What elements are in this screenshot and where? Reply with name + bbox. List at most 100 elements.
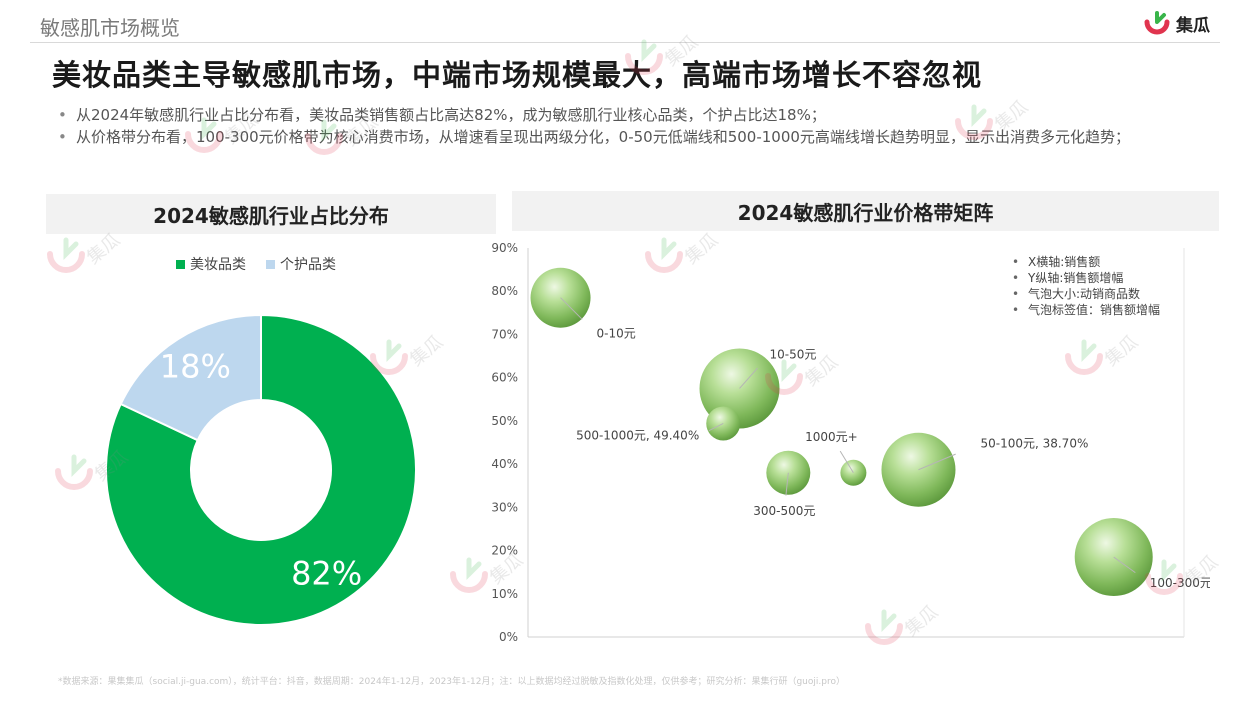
bubble-circle [766, 450, 811, 495]
y-tick-label: 80% [491, 284, 518, 298]
svg-text:集瓜: 集瓜 [1181, 551, 1220, 590]
page-header-title: 敏感肌市场概览 [40, 16, 180, 40]
donut-chart-title: 2024敏感肌行业占比分布 [46, 194, 496, 234]
watermark-logo: 集瓜 [950, 95, 1032, 159]
donut-data-label: 18% [160, 348, 231, 386]
watermark-icon: 集瓜 [55, 446, 132, 490]
legend-swatch [266, 260, 275, 269]
watermark-icon: 集瓜 [47, 229, 124, 273]
watermark-logo: 集瓜 [1140, 550, 1222, 614]
watermark-logo: 集瓜 [860, 600, 942, 664]
svg-text:集瓜: 集瓜 [91, 446, 130, 485]
bubble-point: 500-1000元, 49.40% [576, 406, 741, 442]
note-item: 气泡大小:动销商品数 [1028, 286, 1140, 301]
watermark-logo: 集瓜 [445, 548, 527, 612]
donut-legend: 美妆品类 个护品类 [176, 257, 336, 273]
leader-line [1113, 556, 1136, 574]
bullet-item: 从价格带分布看，100-300元价格带为核心消费市场，从增速看呈现出两级分化，0… [58, 126, 1198, 148]
bubble-label: 10-50元 [770, 347, 817, 361]
svg-text:集瓜: 集瓜 [681, 229, 720, 268]
watermark-icon: 集瓜 [865, 601, 942, 645]
svg-text:集瓜: 集瓜 [341, 111, 380, 150]
donut-slice [119, 313, 262, 442]
bubble-label: 50-100元, 38.70% [980, 437, 1088, 451]
bubble-points: 0-10元 10-50元 500-1000元, 49.40% 1000元+ 50-100… [530, 267, 1210, 597]
bullet-item: 从2024年敏感肌行业占比分布看，美妆品类销售额占比高达82%，成为敏感肌行业核… [58, 104, 1198, 126]
leader-line [739, 367, 758, 389]
bubble-label: 0-10元 [597, 327, 636, 341]
donut-data-label: 82% [291, 554, 362, 592]
bubble-point: 300-500元 [753, 450, 815, 518]
leader-line [708, 423, 724, 432]
note-bullet: • [1012, 255, 1019, 269]
watermark-icon: 集瓜 [1065, 331, 1142, 375]
note-item: 气泡标签值：销售额增幅 [1028, 302, 1160, 317]
leader-line [918, 453, 956, 471]
donut-labels: 82% 18% [160, 348, 362, 593]
watermark-icon: 集瓜 [645, 229, 722, 273]
bubble-label: 1000元+ [805, 430, 858, 444]
donut-chart: 美妆品类 个护品类 82% 18% [105, 257, 417, 626]
bubble-chart-title: 2024敏感肌行业价格带矩阵 [512, 191, 1219, 231]
y-tick-label: 20% [491, 544, 518, 558]
y-tick-label: 0% [499, 630, 518, 644]
watermark-logo: 集瓜 [50, 445, 132, 509]
watermark-logo: 集瓜 [760, 350, 842, 414]
page-headline: 美妆品类主导敏感肌市场，中端市场规模最大，高端市场增长不容忽视 [52, 58, 983, 92]
svg-text:集瓜: 集瓜 [991, 96, 1030, 135]
bubble-label: 500-1000元, 49.40% [576, 428, 699, 442]
svg-text:集瓜: 集瓜 [406, 331, 445, 370]
bubble-circle [840, 459, 867, 486]
watermark-logo: 集瓜 [620, 30, 702, 94]
watermark-icon: 集瓜 [955, 96, 1032, 140]
watermark-logo: 集瓜 [640, 228, 722, 292]
bubble-label: 100-300元 [1150, 576, 1210, 590]
donut-slices [105, 313, 417, 626]
jigua-logo-icon [1144, 11, 1170, 35]
y-tick-label: 30% [491, 500, 518, 514]
watermark-icon: 集瓜 [625, 31, 702, 75]
bubble-chart: 0% 10% 20% 30% 40% 50% 60% 70% 80% 90% 0-10元 10-50… [491, 241, 1210, 644]
y-tick-label: 70% [491, 327, 518, 341]
svg-text:集瓜: 集瓜 [486, 549, 525, 588]
bubble-point: 50-100元, 38.70% [881, 432, 1088, 507]
legend-label: 个护品类 [280, 257, 336, 273]
summary-bullets: 从2024年敏感肌行业占比分布看，美妆品类销售额占比高达82%，成为敏感肌行业核… [58, 104, 1198, 148]
note-bullet: • [1012, 303, 1019, 317]
watermark-logo: 集瓜 [365, 330, 447, 394]
data-source-note: *数据来源：果集集瓜（social.ji-gua.com），统计平台：抖音，数据… [58, 677, 845, 687]
watermark-icon: 集瓜 [305, 111, 382, 155]
watermark-icon: 集瓜 [185, 109, 262, 153]
bubble-axes: 0% 10% 20% 30% 40% 50% 60% 70% 80% 90% [491, 241, 1185, 644]
svg-text:集瓜: 集瓜 [83, 229, 122, 268]
leader-line [785, 472, 789, 496]
watermark-logo: 集瓜 [180, 108, 262, 172]
y-tick-label: 90% [491, 241, 518, 255]
note-item: X横轴:销售额 [1028, 254, 1100, 269]
bubble-point: 1000元+ [805, 430, 867, 486]
legend-label: 美妆品类 [190, 257, 246, 273]
bubble-point: 100-300元 [1074, 518, 1210, 597]
note-bullet: • [1012, 271, 1019, 285]
header-divider [30, 42, 1220, 43]
svg-text:集瓜: 集瓜 [661, 31, 700, 70]
logo-text: 集瓜 [1176, 15, 1210, 36]
donut-slice [105, 313, 417, 626]
bubble-point: 0-10元 [530, 267, 636, 341]
note-bullet: • [1012, 287, 1019, 301]
watermark-logo: 集瓜 [1060, 330, 1142, 394]
svg-text:集瓜: 集瓜 [801, 351, 840, 390]
brand-logo: 集瓜 [1144, 10, 1210, 36]
svg-text:集瓜: 集瓜 [221, 109, 260, 148]
leader-line [839, 450, 854, 474]
legend-swatch [176, 260, 185, 269]
watermark-icon: 集瓜 [370, 331, 447, 375]
watermark-logo: 集瓜 [42, 228, 124, 292]
svg-text:集瓜: 集瓜 [901, 601, 940, 640]
y-tick-label: 40% [491, 457, 518, 471]
y-tick-label: 60% [491, 371, 518, 385]
note-item: Y纵轴:销售额增幅 [1027, 270, 1123, 285]
watermark-icon: 集瓜 [1145, 551, 1222, 595]
watermark-icon: 集瓜 [765, 351, 842, 395]
bubble-notes: • X横轴:销售额 • Y纵轴:销售额增幅 • 气泡大小:动销商品数 • 气泡标签值：销售额增… [1012, 254, 1160, 317]
